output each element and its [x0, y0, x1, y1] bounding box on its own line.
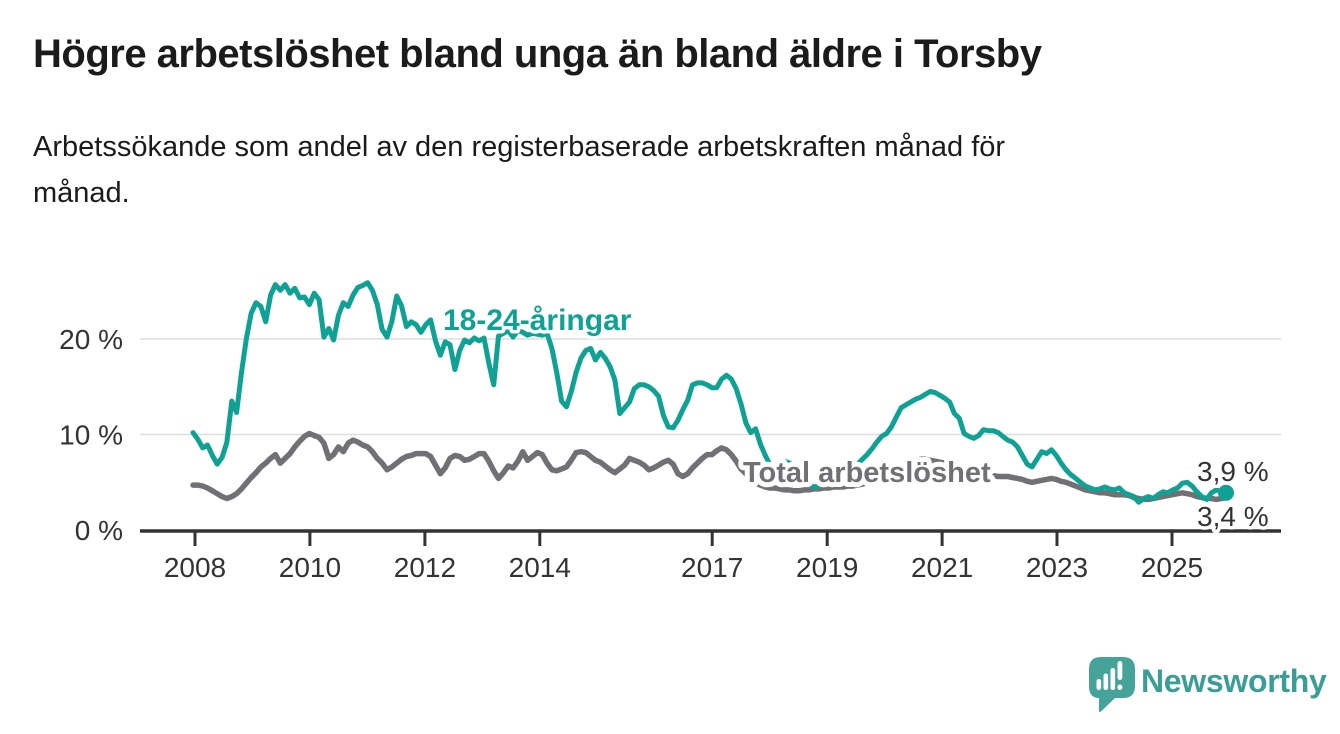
x-axis-tick-label: 2014: [509, 552, 571, 583]
series-label-total: Total arbetslöshet: [743, 457, 991, 489]
gridlines: [140, 338, 1281, 436]
chart-subtitle-line2: månad.: [33, 177, 130, 209]
x-axis-ticks: [193, 531, 1174, 546]
y-axis-tick-label: 20 %: [59, 324, 123, 355]
line-18-24-aringar: [190, 280, 1229, 505]
newsworthy-logo-text: Newsworthy: [1141, 663, 1327, 699]
chart-subtitle: Arbetssökande som andel av den registerb…: [33, 124, 1293, 216]
end-value-label-young: 3,9 %: [1197, 456, 1269, 487]
exclamation-dot: [1117, 684, 1123, 690]
y-axis-tick-label: 0 %: [75, 515, 123, 546]
exclamation-bar: [1117, 661, 1123, 680]
end-point-dot: [1218, 484, 1234, 501]
series-label-young: 18-24-åringar: [443, 304, 632, 337]
newsworthy-logo: Newsworthy: [1089, 655, 1327, 717]
x-axis-tick-label: 2021: [911, 552, 973, 583]
chart-subtitle-line1: Arbetssökande som andel av den registerb…: [33, 131, 1006, 163]
y-axis-tick-labels: 0 % 10 % 20 %: [59, 324, 123, 546]
x-axis-tick-label: 2012: [394, 552, 456, 583]
x-axis-tick-label: 2023: [1026, 552, 1088, 583]
line-total-arbetsloshet: [190, 430, 1229, 503]
y-axis-tick-label: 10 %: [59, 420, 123, 451]
newsworthy-logo-icon: [1089, 657, 1135, 712]
x-axis-tick-label: 2008: [164, 552, 226, 583]
end-value-label-total: 3,4 %: [1197, 501, 1269, 532]
x-axis-tick-label: 2019: [796, 552, 858, 583]
x-axis-tick-label: 2017: [681, 552, 743, 583]
x-axis-tick-label: 2010: [279, 552, 341, 583]
x-axis-tick-labels: 2008 2010 2012 2014 2017 2019 2021 2023 2025: [164, 552, 1203, 583]
bar-chart-glyph: [1096, 661, 1123, 690]
chart-title: Högre arbetslöshet bland unga än bland ä…: [33, 32, 1042, 76]
x-axis-tick-label: 2025: [1141, 552, 1203, 583]
